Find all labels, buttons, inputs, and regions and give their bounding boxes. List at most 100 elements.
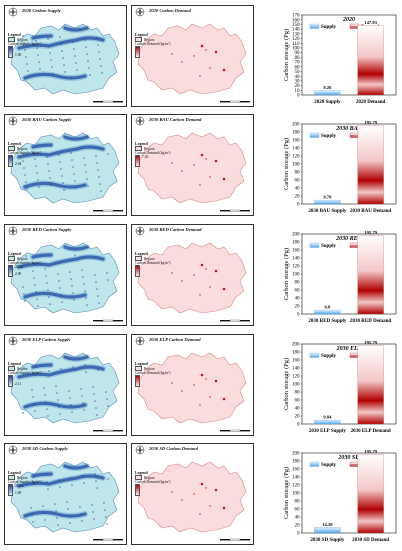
y-tick-label: 60	[295, 508, 301, 513]
y-axis-label: Carbon storage (Pg)	[283, 138, 290, 190]
north-arrow-icon	[135, 445, 145, 455]
y-axis-label: Carbon storage (Pg)	[283, 29, 290, 81]
north-arrow-icon	[135, 116, 145, 126]
demand-bar	[357, 235, 384, 315]
legend-region-item: Region	[8, 146, 41, 152]
legend-title: Legend	[135, 361, 148, 366]
legend-gradient: 1.00	[8, 46, 41, 59]
y-tick-label: 140	[292, 257, 300, 262]
y-tick-label: 180	[292, 460, 300, 465]
legend-title: Legend	[8, 470, 21, 475]
y-tick-label: 180	[292, 131, 300, 136]
legend-unit: Carbon Demand (kg/m²)	[135, 261, 171, 266]
legend-unit: Carbon Supply (kg/m²)	[8, 151, 42, 156]
y-axis-label: Carbon storage (Pg)	[283, 358, 290, 410]
gradient-swatch	[8, 155, 13, 168]
legend-min-value: 1.00	[15, 491, 22, 496]
bar-value-label: 9.8	[325, 305, 331, 310]
legend-max-value: 25.61	[15, 484, 24, 489]
y-tick-label: 130	[292, 32, 300, 37]
x-category-label: 2030 BAU Demand	[350, 209, 391, 214]
bar-value-label: 195.79	[364, 120, 377, 125]
carbon-storage-chart: 0 10 20 30 40 50 60 70 80 90 100 110 120 130 140 150 160…	[274, 3, 400, 108]
legend-region-item: Region	[135, 475, 170, 481]
y-tick-label: 40	[295, 297, 301, 302]
legend-supply-swatch	[309, 23, 320, 29]
demand-map-title: 2030 BAU Carbon Demand	[149, 117, 202, 122]
legend-region-item: Region	[135, 146, 170, 152]
north-arrow-icon	[8, 226, 18, 236]
y-tick-label: 160	[292, 468, 300, 473]
bar-value-label: 195.79	[364, 230, 377, 235]
scenario-row: 2030 BAU Carbon Supply Legend Region Carbon…	[0, 112, 402, 217]
legend-supply-swatch	[309, 352, 320, 358]
bar-value-label: 195.79	[364, 340, 377, 345]
carbon-storage-chart: 0 20 40 60 80 100 120 140 160 180 200 Carbon storag…	[274, 441, 400, 546]
x-category-label: 2030 RED Demand	[350, 319, 391, 324]
gradient-labels: 7.26	[142, 155, 148, 166]
x-category-label: 2030 BAU Supply	[308, 209, 347, 214]
y-tick-label: 60	[295, 399, 301, 404]
y-tick-label: 200	[292, 452, 300, 457]
demand-map	[137, 132, 247, 204]
demand-bar	[357, 345, 384, 425]
legend-title: Legend	[135, 141, 148, 146]
map-legend: Legend Region Carbon Supply (kg/m²) 25.61 1.…	[8, 470, 41, 497]
legend-region-item: Region	[135, 37, 170, 43]
y-tick-label: 140	[292, 476, 300, 481]
map-legend: Legend Region Carbon Demand (kg/m²)	[135, 361, 170, 388]
legend-region-label: Region	[17, 366, 28, 371]
y-tick-label: 160	[292, 139, 300, 144]
y-tick-label: 70	[295, 61, 301, 66]
y-tick-label: 0	[297, 203, 300, 208]
legend-region-label: Region	[144, 146, 155, 151]
scale-bar	[93, 319, 123, 322]
y-tick-label: 0	[297, 94, 300, 99]
y-tick-label: 80	[295, 391, 301, 396]
map-legend: Legend Region Carbon Supply (kg/m²) 2.11	[8, 361, 41, 388]
legend-unit: Carbon Demand (kg/m²)	[135, 480, 171, 485]
bar-value-label: 14.26	[322, 522, 333, 527]
legend-region-item: Region	[8, 256, 41, 262]
y-tick-label: 40	[295, 516, 301, 521]
legend-supply-label: Supply	[321, 244, 337, 249]
region-swatch	[135, 37, 142, 43]
gradient-swatch	[8, 265, 13, 278]
supply-map	[10, 461, 120, 533]
legend-supply-swatch	[309, 132, 320, 138]
supply-map	[10, 352, 120, 424]
scale-bar	[93, 100, 123, 103]
y-tick-label: 20	[295, 524, 301, 529]
supply-map-title: 2030 BAU Carbon Supply	[22, 117, 72, 122]
north-arrow-icon	[8, 445, 18, 455]
legend-gradient: 25.61 1.00	[8, 484, 41, 497]
scale-bar	[93, 538, 123, 541]
legend-title: Legend	[135, 251, 148, 256]
region-swatch	[135, 256, 142, 262]
north-arrow-icon	[8, 336, 18, 346]
supply-bar	[314, 527, 341, 534]
north-arrow-icon	[8, 7, 18, 17]
demand-map-title: 2030 SD Carbon Demand	[149, 446, 198, 451]
north-arrow-icon	[8, 116, 18, 126]
scale-bar	[93, 209, 123, 212]
legend-region-item: Region	[8, 366, 41, 372]
supply-map-title: 2030 SD Carbon Supply	[22, 446, 68, 451]
supply-map-title: 2030 ELP Carbon Supply	[22, 337, 71, 342]
gradient-swatch	[135, 46, 140, 59]
legend-gradient: 7.26	[135, 155, 170, 168]
y-tick-label: 170	[292, 14, 300, 19]
legend-min-value: 2.04	[15, 162, 22, 167]
supply-map	[10, 23, 120, 95]
y-tick-label: 20	[295, 415, 301, 420]
legend-supply-label: Supply	[321, 354, 337, 359]
scale-bar	[93, 429, 123, 432]
gradient-labels: 24.35 2.00	[15, 265, 23, 276]
chart-title: 2030 SD	[337, 455, 360, 461]
legend-gradient: 2.11	[8, 375, 41, 388]
scenario-row: 2020 Carbon Supply Legend Region Carbon Sup…	[0, 3, 402, 108]
x-category-label: 2020 Demand	[356, 100, 386, 105]
map-legend: Legend Region Carbon Demand (kg/m²)	[135, 470, 171, 497]
scale-bar	[220, 209, 250, 212]
y-tick-label: 200	[292, 123, 300, 128]
